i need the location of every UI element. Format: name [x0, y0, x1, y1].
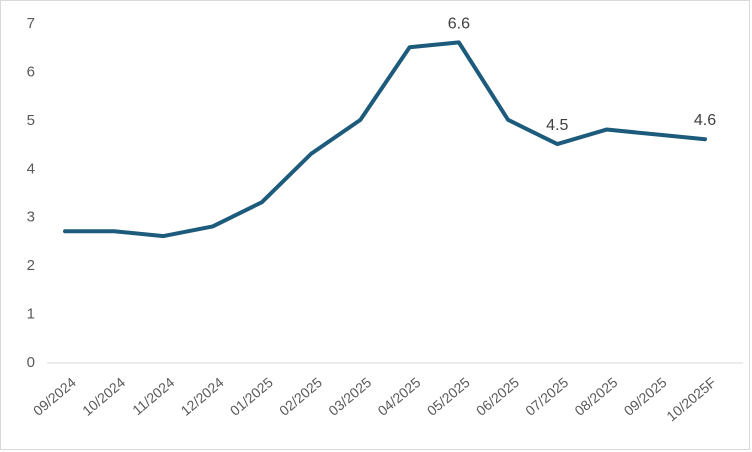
x-axis-tick-label: 09/2024	[30, 374, 79, 419]
y-axis-tick-label: 7	[27, 15, 35, 32]
x-axis-tick-label: 06/2025	[473, 374, 522, 419]
y-axis-tick-label: 5	[27, 112, 35, 129]
data-point-label: 6.6	[448, 15, 470, 32]
x-axis-tick-label: 08/2025	[571, 374, 620, 419]
y-axis-tick-label: 2	[27, 257, 35, 274]
y-axis-tick-label: 4	[27, 160, 35, 177]
x-axis-tick-label: 12/2024	[178, 374, 227, 419]
x-axis-tick-label: 10/2024	[79, 374, 128, 419]
y-axis-tick-label: 3	[27, 209, 35, 226]
x-axis-tick-label: 11/2024	[129, 374, 177, 418]
x-axis-tick-label: 07/2025	[522, 374, 571, 419]
x-axis-tick-label: 04/2025	[374, 374, 423, 419]
x-axis-tick-label: 01/2025	[227, 374, 276, 419]
x-axis-tick-label: 05/2025	[424, 374, 473, 419]
y-axis-tick-label: 6	[27, 63, 35, 80]
data-point-label: 4.6	[694, 112, 716, 129]
x-axis-tick-label: 02/2025	[276, 374, 325, 419]
x-axis-tick-label: 03/2025	[325, 374, 374, 419]
series-line	[63, 40, 707, 239]
x-axis-tick-label: 10/2025F	[663, 374, 719, 424]
y-axis-tick-label: 0	[27, 354, 35, 371]
y-axis-tick-label: 1	[27, 306, 35, 323]
data-point-label: 4.5	[546, 117, 568, 134]
